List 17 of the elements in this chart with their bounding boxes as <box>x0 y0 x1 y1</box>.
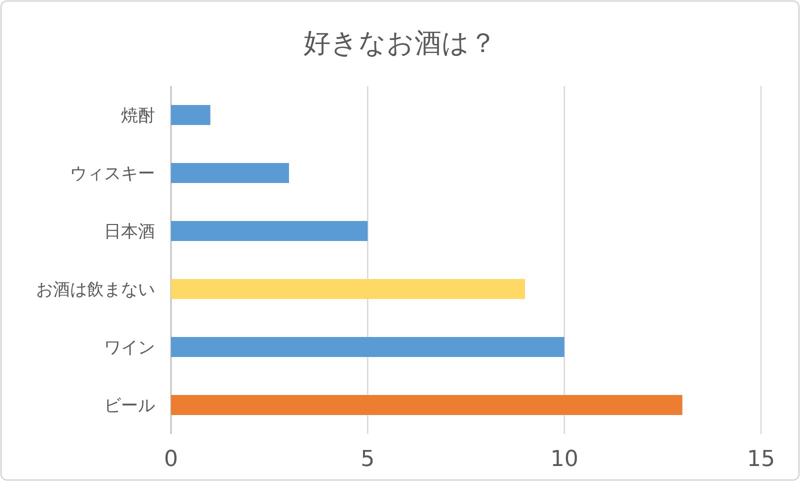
bar <box>171 279 525 299</box>
bar <box>171 395 682 415</box>
bar <box>171 337 564 357</box>
chart-title: 好きなお酒は？ <box>304 28 496 59</box>
y-tick-label: ビール <box>104 396 155 416</box>
x-tick-label: 0 <box>164 447 178 472</box>
y-tick-label: お酒は飲まない <box>36 280 155 300</box>
y-tick-label: 焼酎 <box>121 106 155 126</box>
bar <box>171 105 210 125</box>
y-tick-label: ウィスキー <box>70 164 155 184</box>
x-tick-label: 15 <box>747 447 775 472</box>
bar <box>171 221 368 241</box>
bar <box>171 163 289 183</box>
y-tick-label: ワイン <box>104 338 155 358</box>
y-tick-label: 日本酒 <box>104 222 155 242</box>
x-tick-label: 10 <box>550 447 578 472</box>
x-tick-label: 5 <box>360 447 375 472</box>
